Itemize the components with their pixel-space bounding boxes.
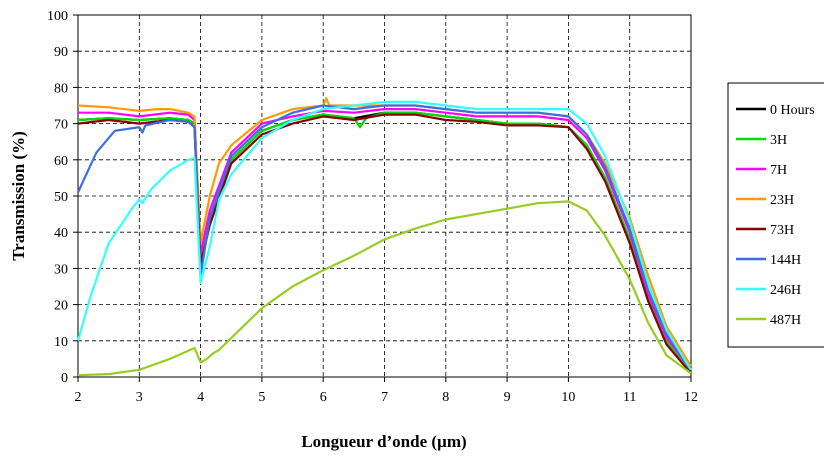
legend-label: 3H — [770, 133, 787, 148]
x-tick-label: 4 — [197, 390, 204, 405]
x-tick-label: 10 — [561, 390, 575, 405]
legend-label: 246H — [770, 283, 801, 298]
legend-label: 0 Hours — [770, 103, 815, 118]
y-tick-label: 80 — [54, 81, 68, 96]
series-line-6 — [76, 100, 692, 371]
series-line-2 — [78, 107, 692, 371]
x-tick-label: 2 — [75, 390, 82, 405]
x-tick-label: 11 — [623, 390, 636, 405]
y-axis-title: Transmission (%) — [9, 131, 28, 261]
legend-label: 73H — [770, 223, 794, 238]
y-tick-label: 20 — [54, 299, 68, 314]
y-tick-label: 30 — [54, 262, 68, 277]
x-tick-label: 12 — [684, 390, 698, 405]
y-tick-label: 0 — [61, 371, 68, 386]
x-tick-label: 9 — [504, 390, 511, 405]
series-line-1 — [77, 111, 692, 375]
legend-label: 144H — [770, 253, 801, 268]
y-tick-label: 100 — [47, 9, 68, 24]
y-tick-label: 60 — [54, 154, 68, 169]
legend-frame — [727, 82, 824, 348]
grid-lines — [78, 15, 691, 377]
y-tick-label: 90 — [54, 45, 68, 60]
series-line-5 — [77, 104, 692, 371]
x-tick-label: 3 — [136, 390, 143, 405]
y-tick-label: 40 — [54, 226, 68, 241]
x-axis-title: Longueur d’onde (µm) — [301, 432, 466, 451]
y-tick-label: 70 — [54, 118, 68, 133]
tick-labels: 0 10 20 30 40 50 60 70 80 90 100 2 3 4 5 6 7 8 9 10 11 12 — [47, 9, 698, 405]
legend-label: 487H — [770, 313, 801, 328]
x-tick-label: 5 — [258, 390, 265, 405]
legend-label: 23H — [770, 193, 794, 208]
series-line-7 — [77, 200, 692, 377]
y-tick-label: 50 — [54, 190, 68, 205]
series-lines — [76, 97, 692, 377]
legend: 0 Hours 3H 7H 23H 73H 144H 246H 487H — [727, 82, 824, 348]
legend-label: 7H — [770, 163, 787, 178]
x-tick-label: 6 — [320, 390, 327, 405]
x-tick-label: 7 — [381, 390, 388, 405]
x-tick-label: 8 — [442, 390, 449, 405]
y-tick-label: 10 — [54, 335, 68, 350]
